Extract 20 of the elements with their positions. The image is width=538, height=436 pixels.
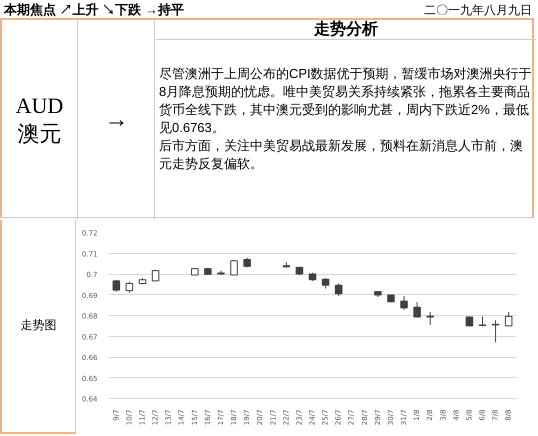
text: 走势图 bbox=[0, 220, 76, 434]
candlestick bbox=[230, 259, 238, 276]
text: 二〇一九年八月九日 bbox=[424, 2, 532, 19]
candlestick bbox=[126, 280, 134, 294]
text: 尽管澳洲于上周公布的CPI数据优于预期，暂缓市场对澳洲央行于8月降息预期的忧虑。唯中美贸易关系持续紧张，拖累各主要商品货币全线下跌，其中澳元受到的影响尤甚，周内下跌近2%，最低见0.6763。 bbox=[159, 65, 533, 137]
text: 本期焦点 ↗上升 ↘下跌 →持平 bbox=[4, 1, 184, 19]
candlestick bbox=[492, 320, 500, 343]
candlestick bbox=[504, 311, 512, 327]
candlestick bbox=[322, 278, 330, 290]
text: 走势分析 bbox=[156, 20, 536, 40]
candlestick bbox=[426, 311, 434, 326]
text: 后市方面，关注中美贸易战最新发展，预料在新消息人市前，澳元走势反复偏软。 bbox=[159, 137, 524, 173]
text: → bbox=[79, 20, 155, 220]
text: 澳元 bbox=[18, 120, 62, 148]
candlestick bbox=[112, 279, 120, 292]
candlestick bbox=[334, 282, 342, 296]
candlestick bbox=[413, 302, 421, 318]
candlestick bbox=[400, 295, 408, 310]
candlestick bbox=[243, 257, 251, 268]
text: AUD bbox=[16, 92, 64, 120]
